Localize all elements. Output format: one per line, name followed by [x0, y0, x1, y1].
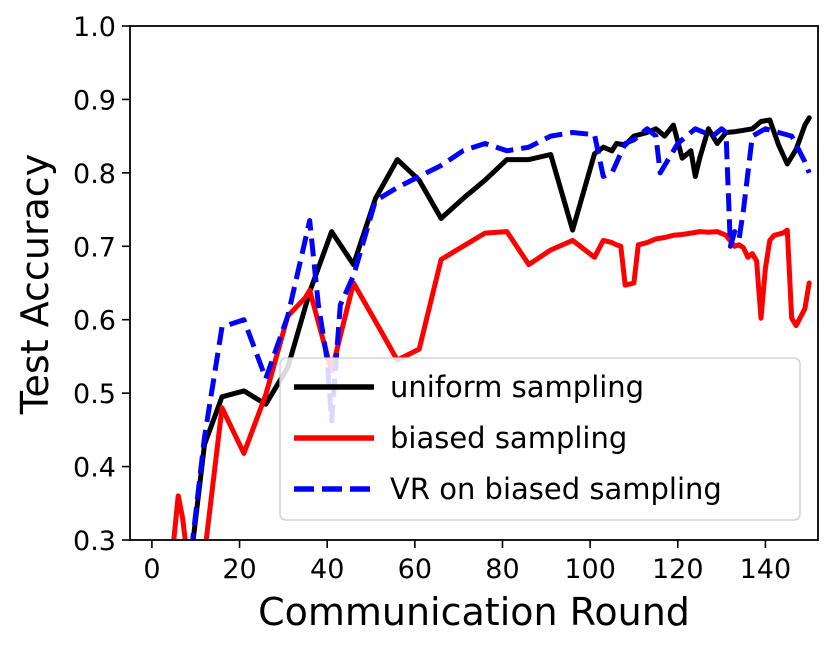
x-tick-label: 120 [652, 554, 704, 585]
series-line-biased-sampling [171, 227, 812, 540]
x-tick-label: 0 [143, 554, 160, 585]
y-tick-label: 0.8 [73, 159, 116, 190]
legend-label-uniform: uniform sampling [390, 370, 644, 404]
y-tick-label: 0.4 [73, 453, 116, 484]
series-line-vr-on-biased-sampling [190, 126, 812, 540]
series-line-uniform-sampling [190, 115, 812, 540]
y-tick-label: 0.3 [73, 526, 116, 557]
y-tick-label: 0.9 [73, 85, 116, 116]
axis-ticks: 0 20 40 60 80 100 120 140 0.3 0.4 0.5 0.6 0.7 0.8 0.9 1… [73, 12, 791, 585]
x-tick-label: 40 [310, 554, 344, 585]
y-tick-label: 0.6 [73, 306, 116, 337]
x-tick-label: 140 [740, 554, 792, 585]
x-tick-label: 80 [485, 554, 519, 585]
legend-label-vr: VR on biased sampling [390, 472, 722, 506]
x-axis-label: Communication Round [258, 590, 690, 634]
plot-frame [129, 25, 819, 541]
legend-label-biased: biased sampling [390, 421, 627, 455]
y-tick-label: 1.0 [73, 12, 116, 43]
x-tick-label: 100 [564, 554, 616, 585]
x-tick-label: 60 [398, 554, 432, 585]
legend-box [279, 357, 801, 521]
plot-area [171, 115, 812, 540]
y-axis-label: Test Accuracy [13, 154, 57, 415]
y-tick-label: 0.5 [73, 379, 116, 410]
legend: uniform sampling biased sampling VR on b… [279, 357, 801, 521]
y-tick-label: 0.7 [73, 232, 116, 263]
x-tick-label: 20 [222, 554, 256, 585]
